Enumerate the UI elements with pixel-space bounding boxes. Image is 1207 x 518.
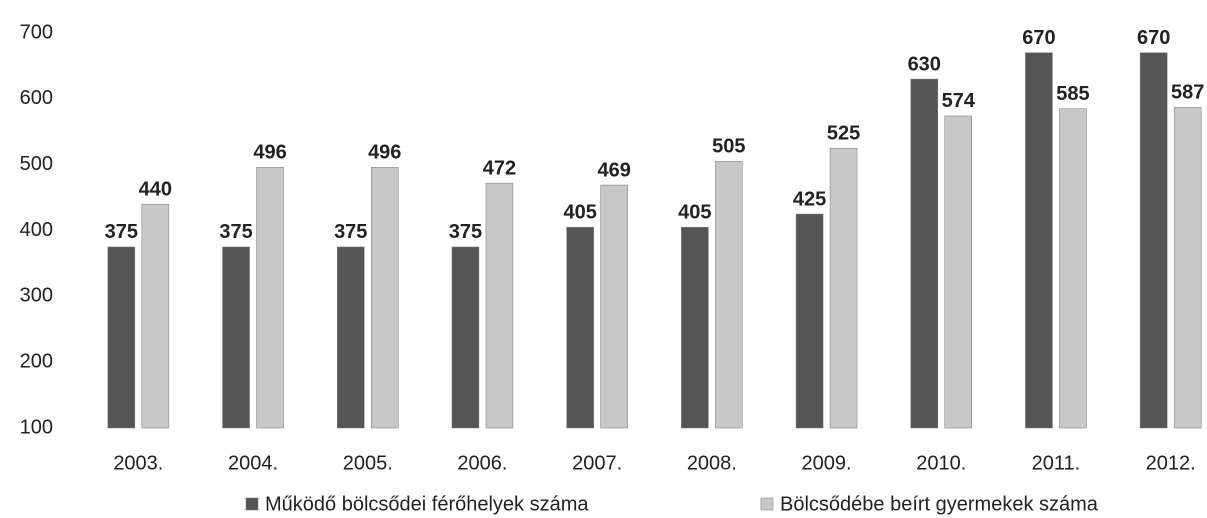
bar (141, 203, 170, 429)
bar (451, 246, 480, 429)
value-label: 670 (1137, 27, 1170, 49)
y-tick-label: 500 (20, 153, 53, 175)
value-label: 440 (139, 178, 172, 200)
legend-swatch (760, 497, 774, 511)
bar (1173, 107, 1202, 429)
x-tick-label: 2005. (343, 452, 393, 474)
x-tick-label: 2004. (228, 452, 278, 474)
x-tick-label: 2010. (916, 452, 966, 474)
x-tick-label: 2003. (113, 452, 163, 474)
value-label: 375 (219, 221, 252, 243)
bar (600, 184, 628, 429)
value-label: 574 (942, 90, 976, 112)
value-label: 630 (908, 53, 941, 75)
bar (795, 213, 824, 429)
y-tick-label: 600 (20, 87, 53, 109)
bar (910, 78, 938, 429)
value-label: 375 (105, 221, 138, 243)
y-tick-label: 700 (20, 21, 53, 43)
bar (107, 246, 136, 429)
y-tick-label: 400 (20, 219, 53, 241)
bar (222, 246, 250, 429)
y-tick-label: 100 (20, 416, 53, 438)
legend-label: Bölcsődébe beírt gyermekek száma (780, 493, 1099, 515)
x-tick-label: 2009. (802, 452, 852, 474)
y-tick-label: 200 (20, 350, 53, 372)
bar (944, 115, 972, 429)
bar (1025, 52, 1053, 429)
bar (1059, 108, 1087, 429)
value-label: 670 (1022, 27, 1055, 49)
bar (1139, 52, 1168, 429)
value-label: 472 (483, 157, 516, 179)
value-label: 525 (827, 122, 860, 144)
x-tick-label: 2006. (457, 452, 507, 474)
x-tick-label: 2008. (687, 452, 737, 474)
value-label: 496 (368, 142, 401, 164)
y-tick-label: 300 (20, 285, 53, 307)
value-label: 375 (449, 221, 482, 243)
x-tick-label: 2012. (1146, 452, 1196, 474)
x-tick-label: 2007. (572, 452, 622, 474)
legend-label: Működő bölcsődei férőhelyek száma (265, 493, 589, 515)
value-label: 425 (793, 188, 826, 210)
value-label: 505 (712, 136, 745, 158)
bar (256, 167, 284, 429)
bar (715, 161, 743, 429)
value-label: 496 (253, 142, 286, 164)
bar (337, 246, 365, 429)
value-label: 405 (678, 201, 711, 223)
bar (371, 167, 399, 429)
value-label: 405 (563, 201, 596, 223)
bar (681, 226, 709, 429)
value-label: 585 (1056, 83, 1089, 105)
bar (485, 182, 514, 429)
legend-swatch (245, 497, 259, 511)
value-label: 587 (1171, 82, 1204, 104)
value-label: 375 (334, 221, 367, 243)
value-label: 469 (597, 159, 630, 181)
bar (829, 147, 858, 429)
x-tick-label: 2011. (1032, 452, 1081, 474)
bar (566, 226, 594, 429)
